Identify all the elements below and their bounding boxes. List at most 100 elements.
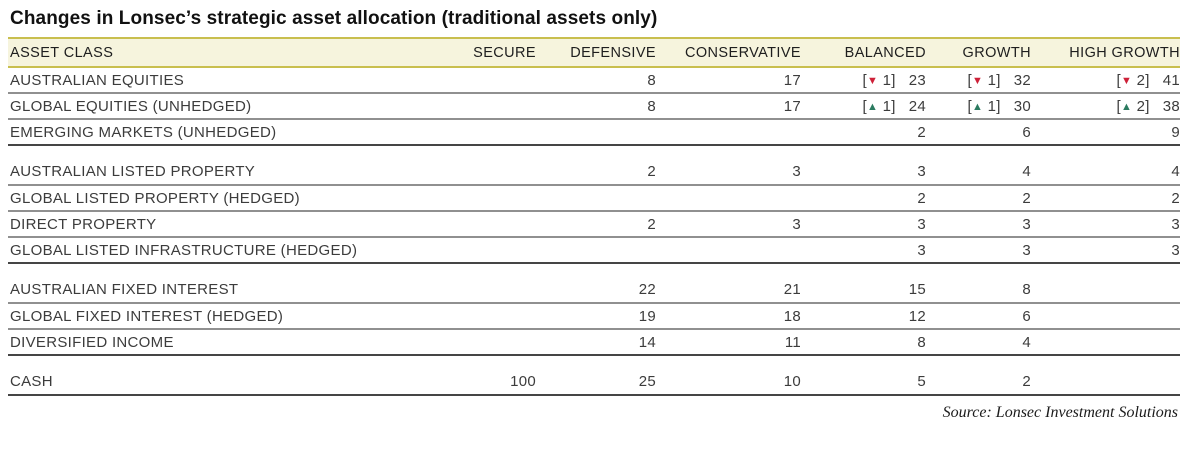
triangle-up-icon: ▲ — [866, 100, 879, 113]
allocation-cell: 2 — [536, 159, 656, 186]
column-header-growth: GROWTH — [926, 37, 1031, 68]
allocation-cell — [656, 119, 801, 146]
allocation-cell: 4 — [1031, 159, 1180, 186]
column-header-balanced: BALANCED — [801, 37, 926, 68]
allocation-cell — [536, 119, 656, 146]
allocation-cell: 14 — [536, 329, 656, 356]
allocation-cell: 3 — [1031, 211, 1180, 238]
allocation-cell: 11 — [656, 329, 801, 356]
allocation-cell — [458, 211, 536, 238]
asset-class-label: AUSTRALIAN FIXED INTEREST — [8, 277, 458, 304]
allocation-cell: 3 — [801, 237, 926, 264]
group-spacer-cell — [8, 355, 1180, 369]
cell-value: 24 — [908, 97, 926, 115]
change-badge: [▲ 1] — [967, 97, 1001, 115]
allocation-cell: [▼ 1] 23 — [801, 67, 926, 94]
allocation-table: ASSET CLASS SECURE DEFENSIVE CONSERVATIV… — [8, 37, 1180, 396]
allocation-cell: 12 — [801, 303, 926, 330]
asset-class-label: GLOBAL EQUITIES (UNHEDGED) — [8, 93, 458, 120]
triangle-down-icon: ▼ — [866, 74, 879, 87]
allocation-cell: 19 — [536, 303, 656, 330]
change-badge: [▼ 2] — [1116, 71, 1150, 89]
group-spacer — [8, 263, 1180, 277]
table-header: ASSET CLASS SECURE DEFENSIVE CONSERVATIV… — [8, 37, 1180, 68]
allocation-cell: 3 — [656, 159, 801, 186]
allocation-cell: 22 — [536, 277, 656, 304]
allocation-cell: 2 — [801, 119, 926, 146]
table-row: EMERGING MARKETS (UNHEDGED) 2 6 9 — [8, 119, 1180, 146]
cell-value: 23 — [908, 71, 926, 89]
allocation-cell: 8 — [801, 329, 926, 356]
allocation-cell: 3 — [801, 211, 926, 238]
allocation-cell: 3 — [656, 211, 801, 238]
group-spacer-cell — [8, 263, 1180, 277]
allocation-cell: [▼ 1] 32 — [926, 67, 1031, 94]
table-row: AUSTRALIAN EQUITIES 8 17 [▼ 1] 23 [▼ 1] 32 [▼ 2… — [8, 67, 1180, 94]
cell-value: 41 — [1162, 71, 1180, 89]
group-spacer — [8, 355, 1180, 369]
triangle-down-icon: ▼ — [1120, 74, 1133, 87]
allocation-cell: 25 — [536, 369, 656, 396]
allocation-cell — [458, 159, 536, 186]
allocation-cell: 3 — [926, 237, 1031, 264]
allocation-cell: 6 — [926, 303, 1031, 330]
asset-class-label: DIVERSIFIED INCOME — [8, 329, 458, 356]
allocation-cell: 17 — [656, 67, 801, 94]
allocation-cell — [656, 237, 801, 264]
asset-class-label: GLOBAL FIXED INTEREST (HEDGED) — [8, 303, 458, 330]
change-badge: [▲ 1] — [862, 97, 896, 115]
table-row: GLOBAL FIXED INTEREST (HEDGED) 19 18 12 6 — [8, 303, 1180, 330]
allocation-cell — [458, 237, 536, 264]
allocation-cell: 2 — [1031, 185, 1180, 212]
table-row: DIRECT PROPERTY 2 3 3 3 3 — [8, 211, 1180, 238]
allocation-cell — [536, 237, 656, 264]
table-row: DIVERSIFIED INCOME 14 11 8 4 — [8, 329, 1180, 356]
allocation-cell: 15 — [801, 277, 926, 304]
allocation-cell: 3 — [926, 211, 1031, 238]
allocation-cell — [1031, 329, 1180, 356]
allocation-cell: [▼ 2] 41 — [1031, 67, 1180, 94]
allocation-cell: [▲ 1] 24 — [801, 93, 926, 120]
change-badge: [▼ 1] — [967, 71, 1001, 89]
triangle-down-icon: ▼ — [971, 74, 984, 87]
allocation-cell: 4 — [926, 159, 1031, 186]
allocation-cell: 9 — [1031, 119, 1180, 146]
table-row: GLOBAL EQUITIES (UNHEDGED) 8 17 [▲ 1] 24 [▲ 1… — [8, 93, 1180, 120]
table-row: AUSTRALIAN FIXED INTEREST 22 21 15 8 — [8, 277, 1180, 304]
asset-class-label: DIRECT PROPERTY — [8, 211, 458, 238]
group-spacer-cell — [8, 145, 1180, 159]
column-header-conservative: CONSERVATIVE — [656, 37, 801, 68]
asset-class-label: AUSTRALIAN LISTED PROPERTY — [8, 159, 458, 186]
allocation-cell — [1031, 277, 1180, 304]
allocation-cell: 4 — [926, 329, 1031, 356]
allocation-cell — [458, 93, 536, 120]
column-header-high-growth: HIGH GROWTH — [1031, 37, 1180, 68]
group-spacer — [8, 145, 1180, 159]
asset-class-label: GLOBAL LISTED PROPERTY (HEDGED) — [8, 185, 458, 212]
allocation-cell — [458, 329, 536, 356]
table-row: GLOBAL LISTED INFRASTRUCTURE (HEDGED) 3 3 3 — [8, 237, 1180, 264]
allocation-cell: 18 — [656, 303, 801, 330]
allocation-cell: 3 — [801, 159, 926, 186]
change-badge: [▼ 1] — [862, 71, 896, 89]
allocation-cell: 8 — [536, 67, 656, 94]
header-row: ASSET CLASS SECURE DEFENSIVE CONSERVATIV… — [8, 37, 1180, 68]
allocation-cell: 5 — [801, 369, 926, 396]
allocation-cell — [458, 303, 536, 330]
allocation-cell: [▲ 1] 30 — [926, 93, 1031, 120]
asset-class-label: CASH — [8, 369, 458, 396]
allocation-cell: 8 — [536, 93, 656, 120]
allocation-cell — [458, 185, 536, 212]
allocation-cell: 2 — [926, 369, 1031, 396]
allocation-cell: 17 — [656, 93, 801, 120]
asset-class-label: AUSTRALIAN EQUITIES — [8, 67, 458, 94]
column-header-defensive: DEFENSIVE — [536, 37, 656, 68]
asset-class-label: GLOBAL LISTED INFRASTRUCTURE (HEDGED) — [8, 237, 458, 264]
table-row: GLOBAL LISTED PROPERTY (HEDGED) 2 2 2 — [8, 185, 1180, 212]
allocation-cell: 100 — [458, 369, 536, 396]
allocation-cell: 10 — [656, 369, 801, 396]
allocation-cell: 6 — [926, 119, 1031, 146]
change-badge: [▲ 2] — [1116, 97, 1150, 115]
allocation-cell: 3 — [1031, 237, 1180, 264]
